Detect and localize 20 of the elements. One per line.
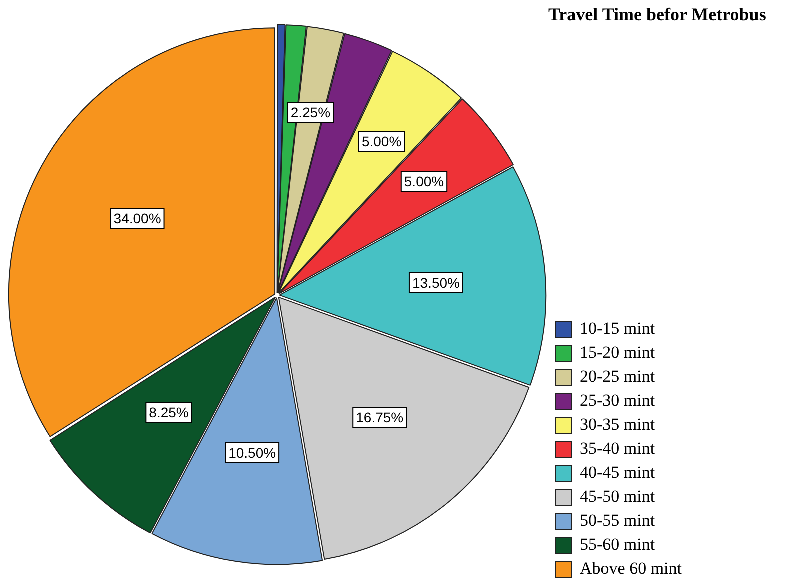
data-label: 5.00% bbox=[404, 173, 444, 190]
data-label: 10.50% bbox=[228, 444, 276, 461]
data-label: 8.25% bbox=[149, 404, 189, 420]
legend-label: 45-50 mint bbox=[580, 486, 656, 506]
legend-label: 20-25 mint bbox=[580, 366, 656, 386]
legend-label: 50-55 mint bbox=[580, 510, 656, 530]
data-label: 5.00% bbox=[362, 134, 402, 150]
legend-label: 25-30 mint bbox=[580, 390, 656, 410]
data-label: 34.00% bbox=[114, 210, 162, 227]
data-label: 2.25% bbox=[290, 104, 331, 120]
legend-label: 35-40 mint bbox=[580, 438, 656, 458]
legend-label: 15-20 mint bbox=[580, 342, 656, 362]
legend-label: 30-35 mint bbox=[580, 414, 656, 434]
legend-label: 10-15 mint bbox=[580, 318, 656, 338]
legend-label: Above 60 mint bbox=[580, 558, 682, 578]
legend-title: Travel Time befor Metrobus bbox=[548, 4, 766, 25]
legend-label: 40-45 mint bbox=[580, 462, 656, 482]
legend-label: 55-60 mint bbox=[580, 534, 656, 554]
data-label: 13.50% bbox=[412, 274, 460, 291]
data-label: 16.75% bbox=[356, 409, 404, 426]
